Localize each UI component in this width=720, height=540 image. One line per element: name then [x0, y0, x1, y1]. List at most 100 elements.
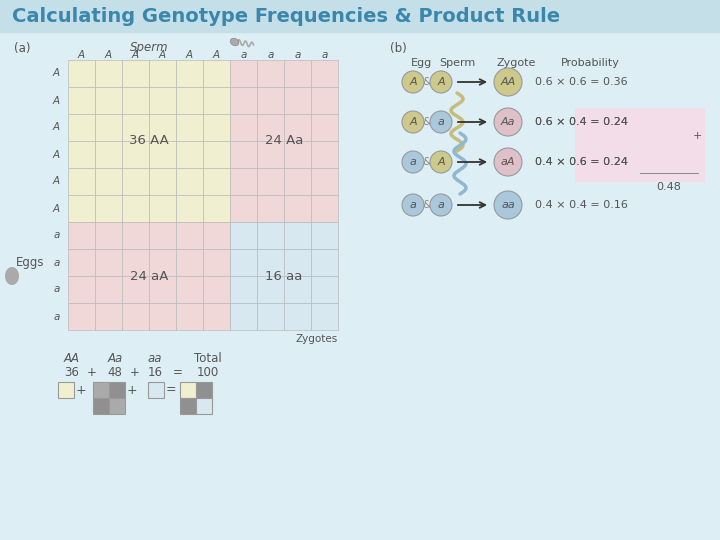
- Bar: [230, 60, 257, 87]
- Text: Total: Total: [194, 352, 222, 365]
- Text: A: A: [53, 69, 60, 78]
- Bar: [122, 168, 149, 195]
- Bar: [68, 249, 95, 276]
- Text: a: a: [321, 50, 328, 60]
- Bar: [122, 87, 149, 114]
- Bar: [68, 303, 95, 330]
- Bar: [95, 60, 122, 87]
- Bar: [149, 303, 176, 330]
- Text: aA: aA: [500, 157, 516, 167]
- Text: 0.4 × 0.6 = 0.24: 0.4 × 0.6 = 0.24: [535, 157, 628, 167]
- Bar: [284, 276, 311, 303]
- Bar: [203, 60, 230, 87]
- Text: a: a: [294, 50, 301, 60]
- Text: Egg: Egg: [411, 58, 433, 68]
- Text: Sperm: Sperm: [439, 58, 475, 68]
- Bar: [95, 249, 122, 276]
- Text: 0.6 × 0.4 = 0.24: 0.6 × 0.4 = 0.24: [535, 117, 628, 127]
- Text: a: a: [53, 231, 60, 240]
- Ellipse shape: [230, 38, 239, 46]
- Text: a: a: [240, 50, 247, 60]
- Text: 48: 48: [107, 366, 122, 379]
- Text: A: A: [132, 50, 139, 60]
- Bar: [257, 114, 284, 141]
- Text: aa: aa: [148, 352, 162, 365]
- Bar: [284, 222, 311, 249]
- Text: 24 aA: 24 aA: [130, 269, 168, 282]
- Bar: [257, 60, 284, 87]
- Bar: [257, 249, 284, 276]
- Bar: [149, 141, 176, 168]
- Bar: [230, 168, 257, 195]
- Text: Zygotes: Zygotes: [296, 334, 338, 344]
- Bar: [109, 382, 125, 398]
- Bar: [176, 114, 203, 141]
- Text: Zygote: Zygote: [496, 58, 536, 68]
- Text: +: +: [127, 383, 138, 396]
- Circle shape: [430, 71, 452, 93]
- Bar: [122, 195, 149, 222]
- Bar: [230, 195, 257, 222]
- Bar: [257, 303, 284, 330]
- Text: AA: AA: [64, 352, 80, 365]
- Bar: [122, 60, 149, 87]
- Circle shape: [494, 191, 522, 219]
- Bar: [122, 303, 149, 330]
- Bar: [311, 114, 338, 141]
- Bar: [122, 141, 149, 168]
- Text: 0.6 × 0.4 = 0.24: 0.6 × 0.4 = 0.24: [535, 117, 628, 127]
- Bar: [68, 141, 95, 168]
- Bar: [68, 114, 95, 141]
- Bar: [257, 168, 284, 195]
- Bar: [311, 168, 338, 195]
- Bar: [257, 222, 284, 249]
- Bar: [95, 168, 122, 195]
- Text: 16: 16: [148, 366, 163, 379]
- Bar: [109, 398, 125, 414]
- Bar: [176, 222, 203, 249]
- Bar: [149, 87, 176, 114]
- Text: a: a: [53, 258, 60, 267]
- Bar: [203, 141, 230, 168]
- Bar: [68, 222, 95, 249]
- Bar: [196, 398, 212, 414]
- Text: a: a: [410, 200, 416, 210]
- Text: 100: 100: [197, 366, 219, 379]
- Bar: [203, 303, 230, 330]
- Bar: [311, 222, 338, 249]
- Text: Sperm: Sperm: [130, 41, 168, 54]
- Bar: [311, 303, 338, 330]
- Text: a: a: [267, 50, 274, 60]
- Text: aa: aa: [501, 200, 515, 210]
- Bar: [149, 60, 176, 87]
- Bar: [149, 222, 176, 249]
- Text: A: A: [186, 50, 193, 60]
- Text: 0.4 × 0.4 = 0.16: 0.4 × 0.4 = 0.16: [535, 200, 628, 210]
- Circle shape: [430, 111, 452, 133]
- Bar: [257, 141, 284, 168]
- Bar: [284, 141, 311, 168]
- Bar: [68, 60, 95, 87]
- Bar: [122, 276, 149, 303]
- Bar: [311, 195, 338, 222]
- Bar: [284, 303, 311, 330]
- Text: A: A: [53, 96, 60, 105]
- Text: &: &: [423, 157, 431, 167]
- Text: 0.4 × 0.6 = 0.24: 0.4 × 0.6 = 0.24: [535, 157, 628, 167]
- Bar: [149, 249, 176, 276]
- Ellipse shape: [5, 267, 19, 285]
- Bar: [176, 249, 203, 276]
- Bar: [575, 108, 705, 182]
- Text: a: a: [438, 117, 444, 127]
- Bar: [95, 222, 122, 249]
- Bar: [58, 382, 74, 398]
- Bar: [149, 168, 176, 195]
- Bar: [284, 60, 311, 87]
- Text: &: &: [423, 200, 431, 210]
- Circle shape: [494, 148, 522, 176]
- Bar: [230, 249, 257, 276]
- Bar: [149, 114, 176, 141]
- Bar: [230, 303, 257, 330]
- Bar: [203, 276, 230, 303]
- Text: 16 aa: 16 aa: [265, 269, 302, 282]
